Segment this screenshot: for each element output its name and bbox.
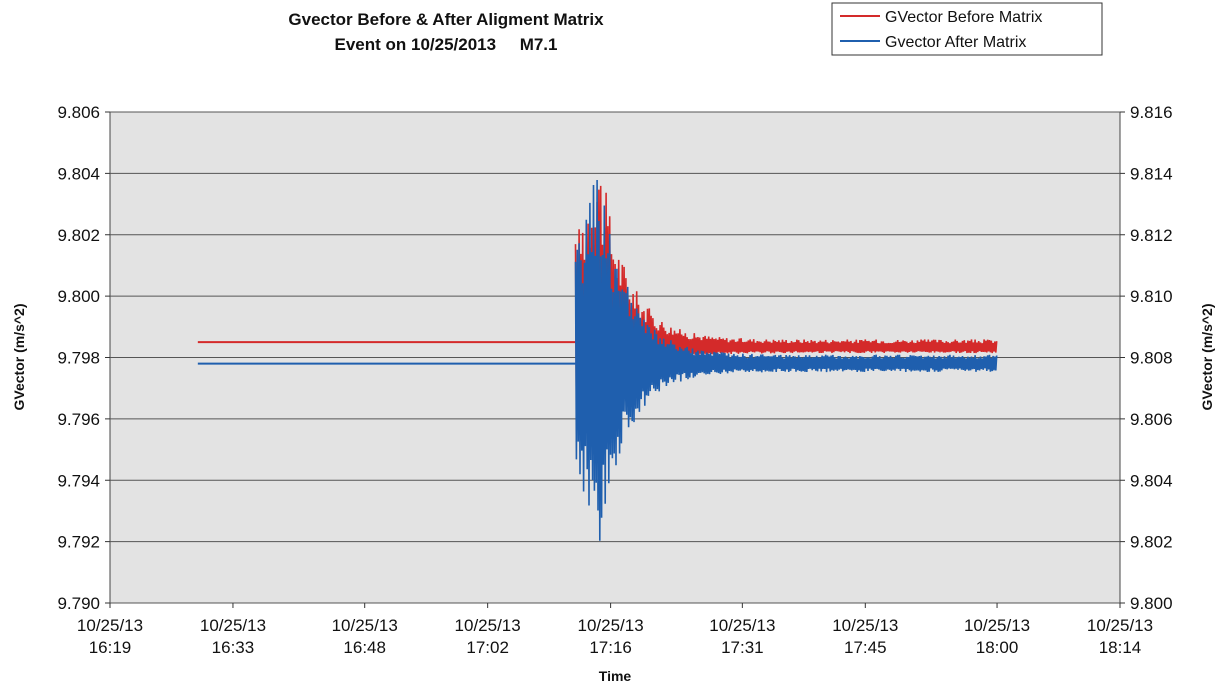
y-axis-right-title: GVector (m/s^2) <box>1199 304 1215 411</box>
x-tick-date: 10/25/13 <box>1087 616 1153 635</box>
x-tick-date: 10/25/13 <box>332 616 398 635</box>
x-tick-time: 16:33 <box>212 638 255 657</box>
x-tick-time: 18:14 <box>1099 638 1142 657</box>
legend-label-after: Gvector After Matrix <box>885 34 1026 51</box>
y-right-tick-label: 9.800 <box>1130 594 1173 613</box>
y-axis-right-ticks: 9.800 9.802 9.804 9.806 9.808 9.810 9.812 9.814… <box>1120 103 1173 613</box>
x-tick-time: 17:02 <box>466 638 509 657</box>
x-tick-time: 17:45 <box>844 638 887 657</box>
x-axis-title: Time <box>599 668 632 684</box>
legend-label-before: GVector Before Matrix <box>885 9 1042 26</box>
x-tick-date: 10/25/13 <box>77 616 143 635</box>
x-tick-time: 18:00 <box>976 638 1019 657</box>
y-left-tick-label: 9.790 <box>57 594 100 613</box>
x-tick-time: 17:31 <box>721 638 764 657</box>
x-tick-time: 16:19 <box>89 638 132 657</box>
y-left-tick-label: 9.792 <box>57 533 100 552</box>
y-right-tick-label: 9.806 <box>1130 410 1173 429</box>
x-tick-date: 10/25/13 <box>964 616 1030 635</box>
y-left-tick-label: 9.806 <box>57 103 100 122</box>
y-right-tick-label: 9.808 <box>1130 349 1173 368</box>
y-left-tick-label: 9.796 <box>57 410 100 429</box>
legend: GVector Before Matrix Gvector After Matr… <box>832 3 1102 55</box>
y-left-tick-label: 9.798 <box>57 349 100 368</box>
y-axis-left-ticks: 9.790 9.792 9.794 9.796 9.798 9.800 9.802 9.804… <box>57 103 110 613</box>
x-tick-date: 10/25/13 <box>455 616 521 635</box>
y-right-tick-label: 9.810 <box>1130 287 1173 306</box>
y-axis-left-title: GVector (m/s^2) <box>11 304 27 411</box>
x-tick-date: 10/25/13 <box>709 616 775 635</box>
x-tick-time: 17:16 <box>589 638 632 657</box>
chart-title-line1: Gvector Before & After Aligment Matrix <box>288 10 604 29</box>
x-axis-ticks: 10/25/13 16:19 10/25/13 16:33 10/25/13 16:48 1… <box>77 603 1153 657</box>
y-right-tick-label: 9.802 <box>1130 533 1173 552</box>
y-left-tick-label: 9.800 <box>57 287 100 306</box>
x-tick-date: 10/25/13 <box>578 616 644 635</box>
y-right-tick-label: 9.812 <box>1130 226 1173 245</box>
chart-title-line2: Event on 10/25/2013 M7.1 <box>334 35 557 54</box>
y-right-tick-label: 9.814 <box>1130 164 1173 183</box>
x-tick-time: 16:48 <box>343 638 386 657</box>
y-right-tick-label: 9.804 <box>1130 471 1173 490</box>
y-left-tick-label: 9.794 <box>57 471 100 490</box>
x-tick-date: 10/25/13 <box>200 616 266 635</box>
y-left-tick-label: 9.802 <box>57 226 100 245</box>
y-right-tick-label: 9.816 <box>1130 103 1173 122</box>
x-tick-date: 10/25/13 <box>832 616 898 635</box>
y-left-tick-label: 9.804 <box>57 164 100 183</box>
